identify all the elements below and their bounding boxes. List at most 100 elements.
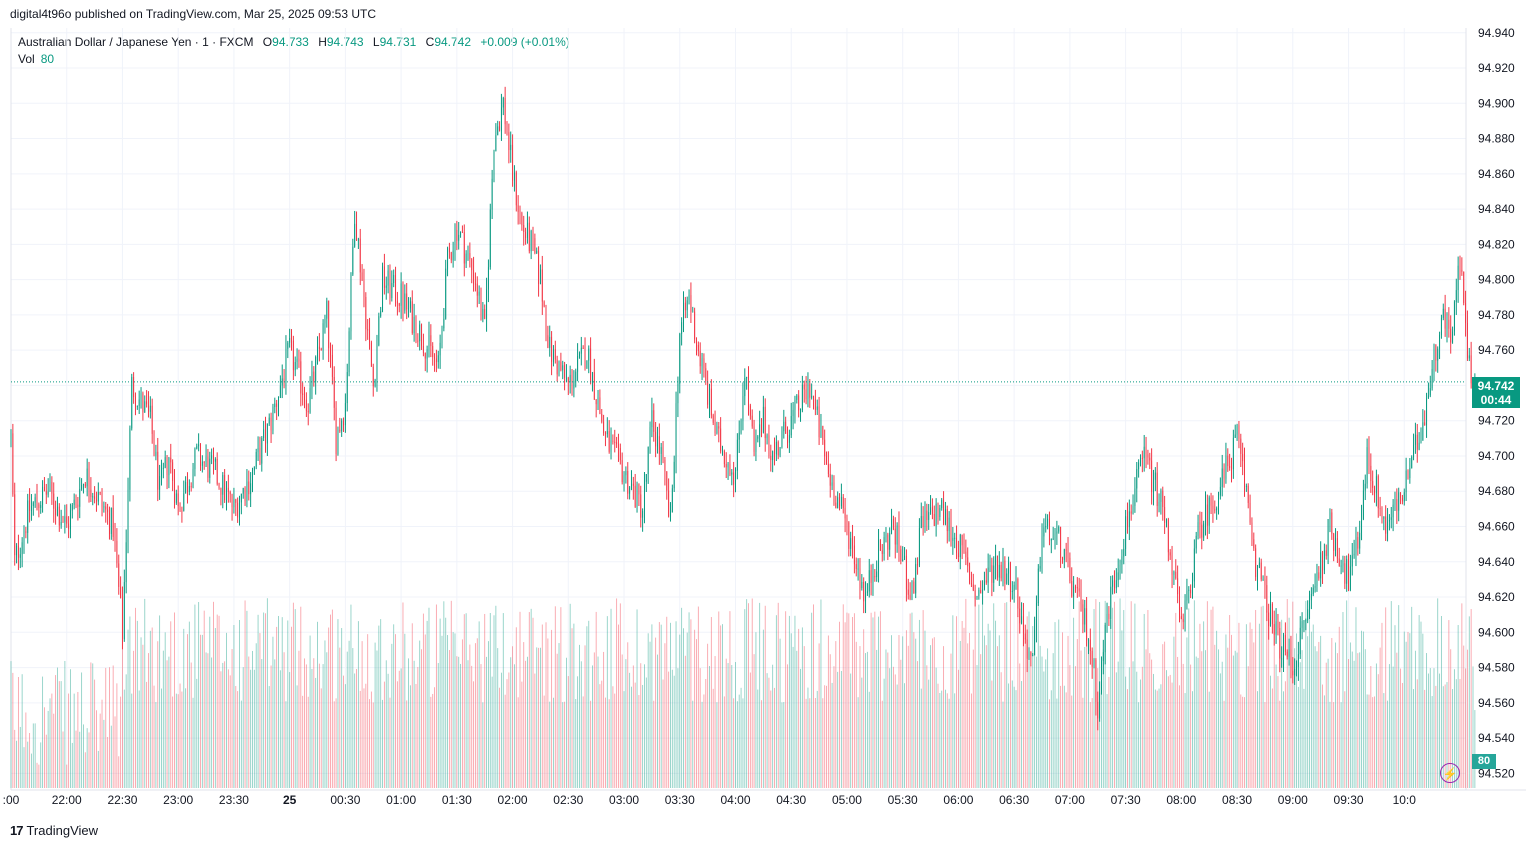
- candle-body: [1039, 566, 1041, 569]
- candle-body: [1275, 621, 1277, 635]
- candle-body: [504, 97, 506, 125]
- volume-bar: [820, 599, 822, 788]
- volume-bar: [1123, 610, 1125, 788]
- candle-body: [285, 348, 287, 382]
- candle-body: [631, 483, 632, 488]
- candle-body: [826, 456, 827, 464]
- candle-body: [123, 582, 125, 640]
- volume-bar: [790, 633, 792, 788]
- candle-body: [987, 567, 989, 583]
- volume-bar: [1206, 601, 1208, 788]
- volume-bar: [1021, 681, 1023, 788]
- volume-bar: [166, 660, 168, 788]
- volume-bar: [1398, 605, 1400, 788]
- candle-body: [970, 582, 972, 585]
- candle-body: [710, 388, 712, 416]
- volume-bar: [1009, 599, 1011, 788]
- volume-bar: [898, 635, 900, 788]
- candle-body: [1465, 302, 1467, 323]
- candle-body: [848, 522, 850, 549]
- volume-bar: [198, 602, 200, 788]
- candle-body: [1268, 612, 1270, 627]
- candle-body: [1208, 497, 1210, 526]
- volume-bar: [1312, 624, 1314, 788]
- candle-body: [175, 493, 177, 503]
- candle-body: [722, 451, 723, 453]
- candle-body: [36, 497, 38, 505]
- volume-bar: [712, 688, 714, 788]
- volume-bar: [268, 686, 270, 788]
- candle-body: [545, 306, 547, 336]
- volume-bar: [411, 623, 413, 788]
- candle-body: [1067, 550, 1069, 558]
- volume-bar: [569, 603, 571, 788]
- candle-body: [47, 491, 49, 495]
- volume-bar: [848, 613, 850, 788]
- candle-body: [348, 331, 350, 373]
- volume-bar: [774, 687, 775, 788]
- volume-bar: [549, 701, 551, 788]
- volume-bar: [185, 688, 187, 788]
- candle-body: [1325, 550, 1327, 556]
- candle-body: [1195, 535, 1197, 549]
- volume-bar: [1201, 651, 1203, 788]
- candle-body: [1323, 550, 1325, 571]
- volume-bar: [1221, 661, 1223, 788]
- candle-body: [822, 426, 824, 440]
- lightning-icon[interactable]: ⚡: [1440, 763, 1460, 783]
- volume-bar: [1353, 660, 1355, 788]
- candle-body: [1032, 655, 1034, 657]
- candle-body: [1193, 548, 1195, 582]
- candle-body: [1466, 322, 1468, 359]
- volume-bar: [1164, 641, 1166, 788]
- candle-body: [1277, 621, 1279, 628]
- volume-bar: [83, 724, 84, 788]
- volume-bar: [211, 657, 213, 788]
- volume-bar: [870, 612, 872, 788]
- candle-body: [579, 353, 580, 357]
- candle-body: [1286, 651, 1288, 657]
- volume-bar: [452, 632, 454, 788]
- volume-bar: [989, 630, 991, 788]
- volume-bar: [595, 611, 597, 788]
- volume-bar: [781, 702, 783, 788]
- volume-bar: [996, 646, 998, 788]
- volume-bar: [101, 699, 103, 788]
- volume-bar: [772, 664, 774, 788]
- volume-bar: [543, 695, 545, 788]
- candle-body: [1361, 518, 1362, 533]
- candle-body: [372, 366, 374, 387]
- footer-brand[interactable]: 17 TradingView: [10, 823, 98, 838]
- volume-bar: [278, 615, 279, 788]
- volume-bar: [1167, 676, 1169, 788]
- volume-bar: [1310, 631, 1312, 788]
- volume-bar: [532, 617, 534, 788]
- candle-body: [664, 459, 666, 472]
- volume-bar: [1366, 694, 1368, 788]
- candle-body: [276, 403, 278, 407]
- candle-body: [495, 135, 497, 152]
- symbol-title[interactable]: Australian Dollar / Japanese Yen · 1 · F…: [18, 35, 254, 49]
- volume-bar: [424, 634, 426, 788]
- candle-body: [681, 322, 683, 334]
- volume-bar: [1450, 649, 1452, 788]
- volume-bar: [629, 672, 631, 788]
- candle-body: [1240, 438, 1242, 454]
- volume-bar: [502, 613, 504, 788]
- volume-bar: [480, 664, 482, 788]
- candle-body: [863, 581, 865, 602]
- volume-bar: [827, 635, 829, 788]
- volume-bar: [229, 675, 231, 788]
- candle-body: [818, 406, 820, 438]
- volume-bar: [387, 673, 389, 788]
- volume-bar: [493, 615, 495, 788]
- volume-label[interactable]: Vol: [18, 52, 35, 66]
- volume-bar: [175, 693, 177, 788]
- volume-bar: [679, 634, 681, 788]
- candle-body: [827, 463, 829, 474]
- volume-bar: [660, 624, 662, 788]
- candle-body: [55, 508, 57, 516]
- candle-body: [532, 230, 534, 239]
- candle-body: [27, 500, 29, 533]
